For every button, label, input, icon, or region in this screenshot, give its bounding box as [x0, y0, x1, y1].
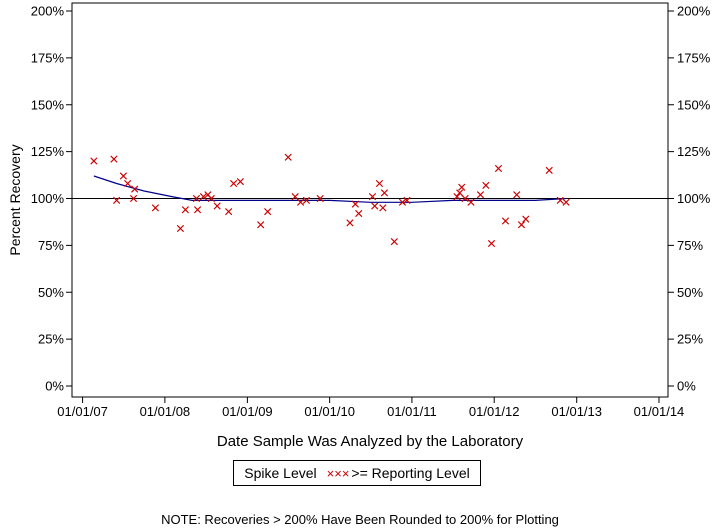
y-tick-label-left: 25%	[38, 332, 64, 347]
data-point	[236, 178, 244, 186]
data-point	[110, 155, 118, 163]
data-point	[375, 179, 384, 188]
data-point	[476, 191, 485, 199]
data-point	[368, 193, 377, 201]
data-point	[562, 198, 570, 206]
legend-spike-label: Spike Level	[244, 465, 317, 481]
data-point	[522, 215, 530, 223]
data-point	[351, 200, 359, 208]
data-point	[192, 194, 201, 203]
data-point	[316, 194, 324, 203]
x-axis: 01/01/07 01/01/08 01/01/09 01/01/10 01/01/11…	[57, 397, 684, 419]
data-point	[151, 204, 159, 212]
data-point	[482, 181, 490, 189]
y-tick-label-right: 75%	[677, 238, 703, 253]
data-point	[264, 208, 272, 216]
data-point	[380, 189, 389, 197]
y-tick-label-right: 0%	[677, 379, 696, 394]
data-point	[225, 208, 233, 216]
y-tick-label-left: 125%	[31, 144, 65, 159]
data-point	[494, 164, 503, 173]
y-axis-left: 0% 25% 50% 75% 100% 125% 150% 175% 200%	[31, 4, 72, 394]
y-axis-label: Percent Recovery	[7, 144, 23, 255]
data-point	[390, 238, 398, 246]
data-point	[207, 194, 215, 203]
data-point	[458, 183, 466, 191]
y-tick-label-left: 75%	[38, 238, 64, 253]
y-tick-label-right: 50%	[677, 285, 703, 300]
x-tick-label: 01/01/08	[140, 404, 191, 419]
data-point	[296, 198, 305, 206]
spike-level-line	[93, 175, 567, 203]
y-tick-label-right: 125%	[677, 144, 711, 159]
y-tick-label-left: 50%	[38, 285, 64, 300]
data-point	[487, 239, 496, 248]
y-tick-label-left: 175%	[31, 50, 65, 65]
x-tick-label: 01/01/11	[387, 404, 437, 419]
data-point	[193, 206, 202, 214]
data-point	[131, 185, 139, 193]
data-point	[467, 198, 475, 206]
y-axis-right: 0% 25% 50% 75% 100% 125% 150% 175% 200%	[668, 4, 711, 394]
legend-reporting-entry: ××× >= Reporting Level	[327, 465, 470, 481]
y-tick-label-left: 200%	[31, 4, 65, 19]
x-tick-label: 01/01/09	[222, 404, 273, 419]
data-point	[513, 191, 521, 199]
data-point	[124, 179, 132, 188]
note-text: NOTE: Recoveries > 200% Have Been Rounde…	[161, 512, 559, 527]
legend: Spike Level ××× >= Reporting Level	[233, 460, 481, 486]
data-point	[461, 194, 469, 203]
data-point	[129, 194, 138, 203]
data-point	[371, 202, 379, 210]
data-point	[284, 153, 292, 161]
data-point	[119, 172, 127, 180]
data-point	[379, 204, 387, 212]
data-point	[403, 196, 411, 204]
data-point	[453, 193, 461, 201]
data-point	[545, 166, 553, 174]
y-tick-label-left: 0%	[45, 379, 64, 394]
data-point	[302, 196, 311, 204]
data-point	[556, 196, 564, 204]
data-point	[90, 157, 98, 165]
data-point	[113, 196, 121, 204]
y-tick-label-right: 150%	[677, 97, 711, 112]
x-axis-label: Date Sample Was Analyzed by the Laborato…	[217, 433, 524, 450]
x-tick-label: 01/01/12	[469, 404, 520, 419]
x-tick-label: 01/01/10	[304, 404, 355, 419]
y-tick-label-right: 25%	[677, 332, 703, 347]
x-tick-label: 01/01/14	[634, 404, 685, 419]
data-point	[346, 219, 354, 227]
data-point	[501, 217, 510, 225]
data-point	[456, 189, 464, 197]
y-tick-label-right: 200%	[677, 4, 711, 19]
data-point	[517, 221, 526, 229]
data-point	[398, 198, 407, 206]
legend-x-marker-icon: ×××	[326, 465, 350, 481]
data-point	[257, 221, 265, 229]
data-point	[181, 206, 189, 214]
y-tick-label-left: 150%	[31, 97, 65, 112]
data-point	[355, 209, 363, 218]
y-tick-label-left: 100%	[31, 191, 65, 206]
x-tick-label: 01/01/13	[551, 404, 602, 419]
plot-frame	[71, 2, 669, 398]
x-tick-label: 01/01/07	[57, 404, 108, 419]
data-point	[176, 224, 185, 233]
data-point	[230, 179, 238, 188]
legend-reporting-label: >= Reporting Level	[351, 465, 470, 481]
spike-level-series	[93, 175, 567, 203]
data-point	[213, 202, 221, 210]
y-tick-label-right: 175%	[677, 50, 711, 65]
y-tick-label-right: 100%	[677, 191, 711, 206]
data-point	[291, 193, 299, 201]
reporting-level-series	[90, 153, 570, 248]
data-point	[199, 193, 208, 201]
